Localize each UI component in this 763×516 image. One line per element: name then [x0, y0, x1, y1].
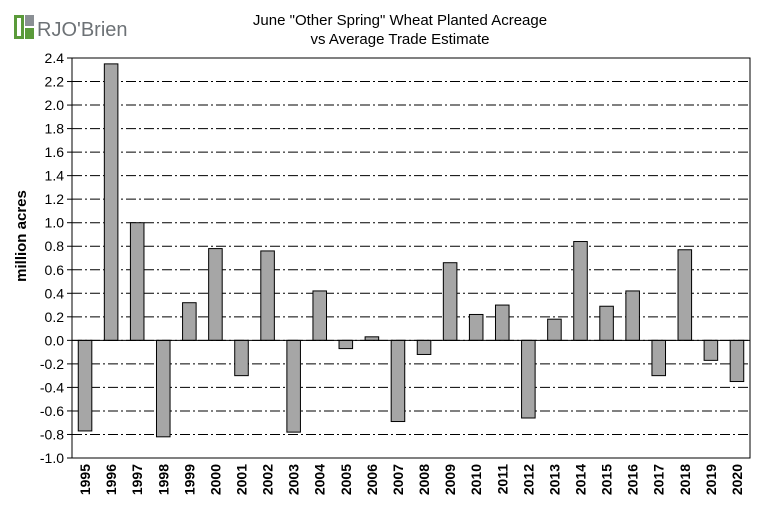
x-tick-label: 2018 — [677, 464, 693, 495]
y-tick-label: 2.4 — [45, 50, 65, 66]
bar-2016 — [625, 290, 640, 341]
x-tick-label: 2009 — [442, 464, 458, 495]
y-tick-label: 0.6 — [45, 262, 65, 278]
bar-2017 — [651, 339, 667, 377]
x-tick-label: 2007 — [390, 464, 406, 495]
y-tick-label: -0.2 — [40, 356, 64, 372]
x-tick-label: 2005 — [338, 464, 354, 495]
y-tick-label: 0.8 — [45, 238, 65, 254]
x-tick-label: 2020 — [729, 464, 745, 495]
bar-2001 — [234, 339, 249, 377]
x-tick-label: 1996 — [103, 464, 119, 495]
logo-wordmark: RJO'Brien — [37, 19, 128, 41]
x-tick-labels: 1995 1996 1997 1998 1999 2000 2001 2002 2003 2004… — [77, 464, 745, 495]
y-tick-label: 0.0 — [45, 332, 65, 348]
y-tick-label: -1.0 — [40, 450, 64, 466]
chart-subtitle: vs Average Trade Estimate — [310, 31, 490, 48]
x-tick-label: 2019 — [703, 464, 719, 495]
x-tick-label: 2016 — [625, 464, 641, 495]
y-tick-label: 1.4 — [45, 168, 65, 184]
chart-title-block: June "Other Spring" Wheat Planted Acreag… — [150, 11, 650, 49]
x-tick-label: 2010 — [468, 464, 484, 495]
bar-1999 — [182, 302, 197, 341]
bar-2006 — [364, 336, 380, 341]
gridlines — [72, 81, 750, 435]
x-tick-label: 2000 — [207, 464, 223, 495]
bar-2011 — [494, 304, 510, 341]
bar-2003 — [286, 339, 301, 433]
x-tick-label: 2002 — [260, 464, 276, 495]
bar-1995 — [77, 339, 93, 432]
chart-title: June "Other Spring" Wheat Planted Acreag… — [252, 12, 548, 29]
bar-1996 — [103, 63, 119, 341]
x-tick-label: 2014 — [573, 464, 589, 495]
y-axis-label: million acres — [13, 190, 30, 282]
bars — [77, 63, 745, 438]
bar-2005 — [338, 339, 354, 350]
x-tick-label: 1998 — [155, 464, 171, 495]
bar-1997 — [129, 222, 145, 341]
bar-2020 — [729, 339, 745, 383]
x-tick-label: 2004 — [312, 464, 328, 495]
bar-2000 — [208, 248, 223, 341]
rjobrien-logo: RJO'Brien — [14, 15, 128, 41]
bar-2004 — [312, 290, 328, 341]
x-tick-label: 2012 — [520, 464, 536, 495]
y-tick-label: -0.6 — [40, 403, 64, 419]
x-tick-label: 2006 — [364, 464, 380, 495]
bar-2012 — [521, 339, 536, 419]
x-tick-label: 2001 — [234, 464, 250, 495]
bar-2007 — [390, 339, 406, 423]
y-tick-label: 2.0 — [45, 97, 65, 113]
bar-2013 — [547, 318, 562, 341]
y-tick-label: 1.0 — [45, 215, 65, 231]
x-tick-label: 1995 — [77, 464, 93, 495]
x-tick-label: 1997 — [129, 464, 145, 495]
bar-2002 — [260, 250, 275, 341]
bar-2018 — [677, 249, 693, 341]
x-tick-label: 2015 — [599, 464, 615, 495]
y-tick-label: 1.6 — [45, 144, 65, 160]
x-tick-label: 2011 — [494, 464, 510, 495]
x-tick-label: 2003 — [286, 464, 302, 495]
y-tick-label: -0.8 — [40, 426, 64, 442]
x-tick-label: 1999 — [181, 464, 197, 495]
x-tick-label: 2013 — [546, 464, 562, 495]
bar-2015 — [599, 305, 614, 341]
y-tick-label: 1.2 — [45, 191, 65, 207]
bar-2009 — [442, 262, 458, 341]
x-tick-label: 2008 — [416, 464, 432, 495]
bar-1998 — [155, 339, 171, 438]
bar-2008 — [416, 339, 432, 355]
bar-2010 — [468, 313, 484, 341]
bar-2019 — [703, 339, 719, 361]
plot-frame — [71, 57, 751, 459]
y-tick-label: 2.2 — [45, 74, 65, 90]
bar-2014 — [573, 241, 588, 341]
x-tick-label: 2017 — [651, 464, 667, 495]
y-tick-label: 1.8 — [45, 121, 65, 137]
y-tick-label: 0.4 — [45, 285, 65, 301]
y-tick-label: -0.4 — [40, 379, 64, 395]
axes — [67, 57, 751, 459]
y-tick-label: 0.2 — [45, 309, 65, 325]
y-tick-labels: 2.4 2.2 2.0 1.8 1.6 1.4 1.2 1.0 0.8 0.6 0.4 0.2 0.0 -… — [40, 50, 64, 466]
